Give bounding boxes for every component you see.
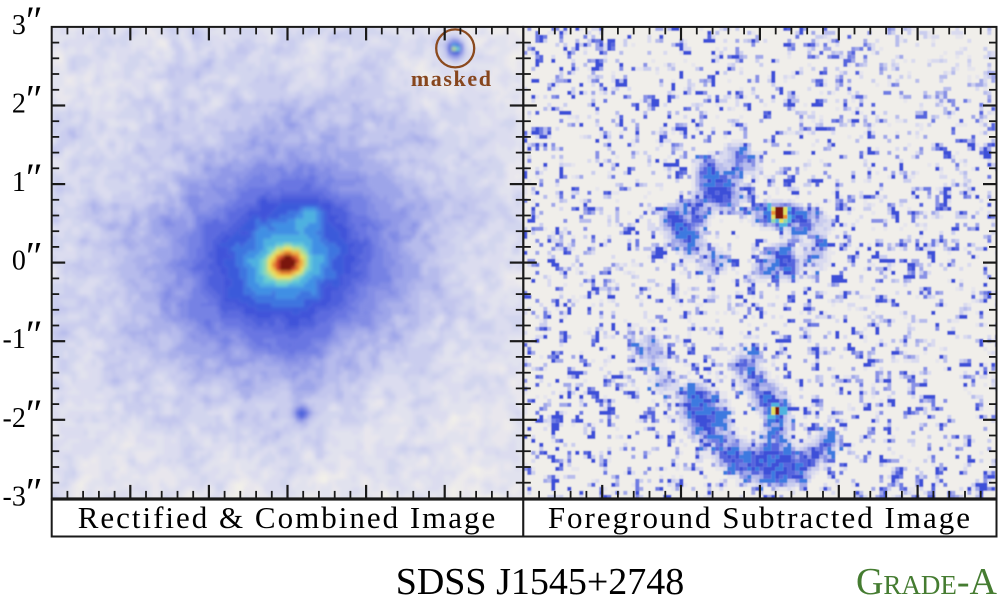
svg-text:masked: masked	[411, 66, 493, 91]
svg-text:SDSS J1545+2748: SDSS J1545+2748	[396, 561, 685, 603]
svg-text:Grade-A: Grade-A	[856, 561, 998, 603]
svg-text:Rectified & Combined Image: Rectified & Combined Image	[78, 500, 498, 535]
svg-text:Foreground Subtracted Image: Foreground Subtracted Image	[548, 500, 972, 535]
